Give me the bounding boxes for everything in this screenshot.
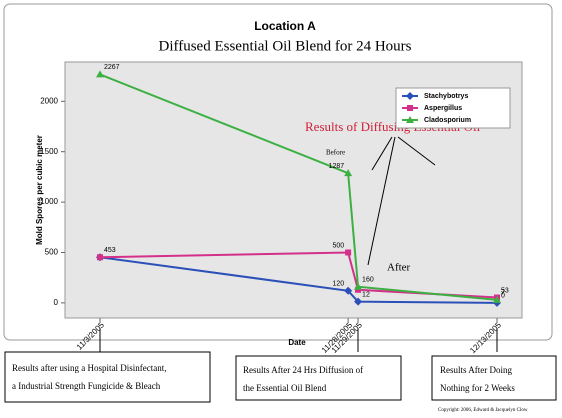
marker: [354, 282, 363, 290]
note-box: [431, 355, 557, 401]
note: Results After Doing: [440, 365, 512, 375]
marker: [345, 249, 352, 256]
marker: [407, 105, 413, 111]
marker: [97, 254, 103, 261]
line: [99, 73, 498, 301]
y-tick-label: 0: [54, 298, 59, 307]
note: Results After 24 Hrs Diffusion of: [243, 365, 363, 375]
data-label: 160: [362, 277, 374, 284]
note: Nothing for 2 Weeks: [440, 383, 515, 393]
annotation: Before: [326, 149, 345, 157]
note-box: [235, 355, 402, 401]
x-axis-label: Date: [288, 338, 306, 347]
heading: Location A: [254, 19, 316, 33]
y-tick-label: 2000: [40, 96, 58, 105]
y-tick-label: 1000: [40, 197, 58, 206]
note: the Essential Oil Blend: [243, 383, 327, 393]
data-label: 0: [501, 293, 505, 300]
line: [99, 256, 498, 304]
marker: [96, 70, 104, 78]
arrows: [99, 136, 498, 352]
legend-label: Cladosporium: [424, 117, 471, 124]
marker: [406, 116, 414, 123]
copyright: Copyright: 2006, Edward & Jacquelyn Clow: [438, 408, 528, 413]
data-label: 12: [362, 292, 370, 299]
marker: [354, 297, 363, 306]
data-label: 7: [501, 290, 505, 297]
data-label: 1287: [329, 163, 345, 170]
marker: [406, 92, 414, 100]
note-box: [4, 351, 211, 403]
note: a Industrial Strength Fungicide & Bleach: [12, 381, 161, 391]
legend-label: Aspergillus: [424, 105, 462, 112]
data-label: 53: [501, 287, 509, 294]
y-tick-label: 1500: [40, 147, 58, 156]
marker: [344, 286, 353, 295]
y-tick-label: 500: [45, 248, 59, 257]
y-axis-label: Mold Spores per cubic meter: [35, 135, 44, 245]
marker: [493, 295, 501, 303]
data-label: 453: [104, 247, 116, 254]
data-label: 2267: [104, 64, 120, 71]
marker: [344, 169, 353, 177]
note: Results after using a Hospital Disinfect…: [12, 363, 166, 373]
chart-title: Diffused Essential Oil Blend for 24 Hour…: [158, 38, 411, 54]
annotation: After: [387, 262, 411, 274]
data-label: 500: [332, 242, 344, 249]
legend-label: Stachybotrys: [424, 93, 468, 100]
data-label: 120: [332, 281, 344, 288]
